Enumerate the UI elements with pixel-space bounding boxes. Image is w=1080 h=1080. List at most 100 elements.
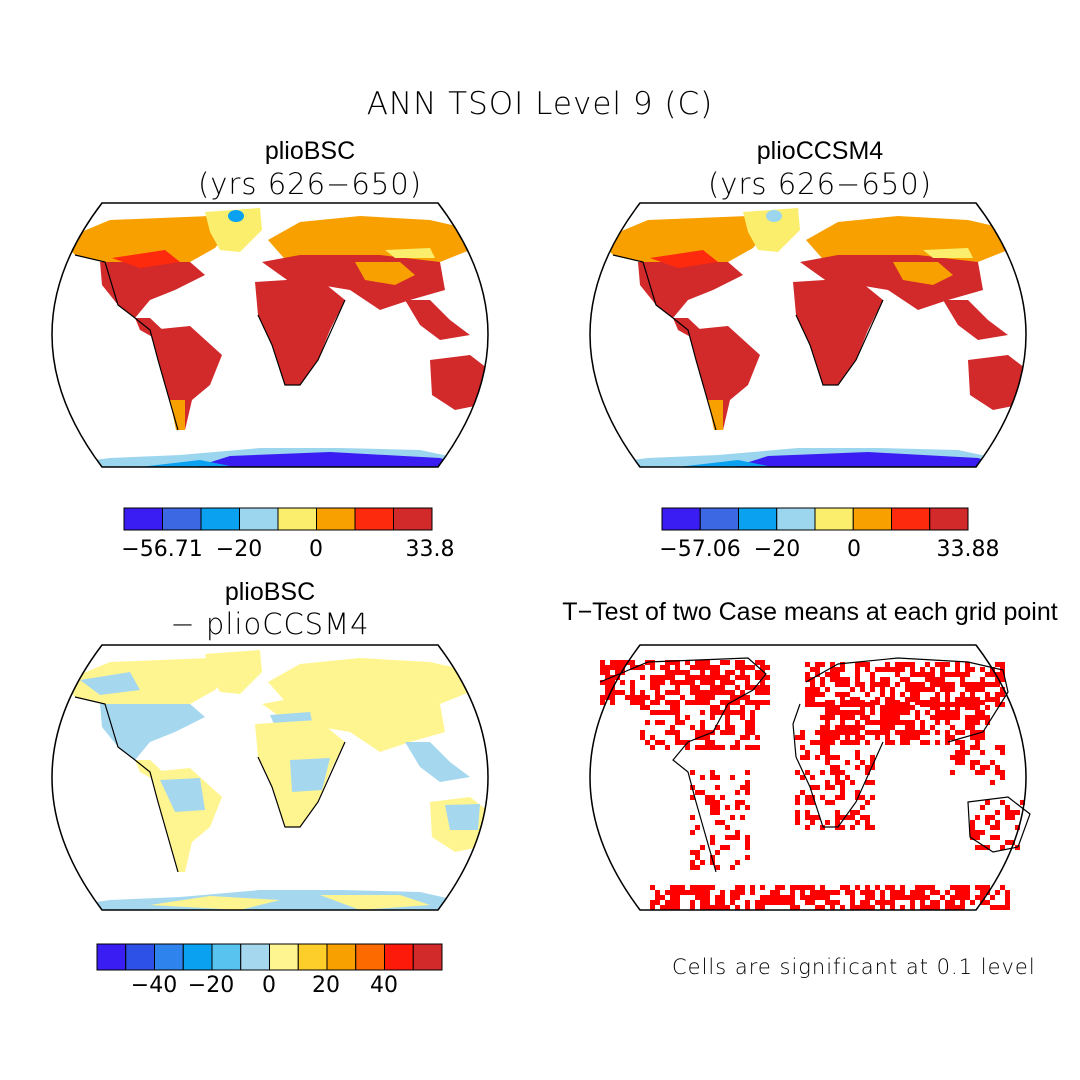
- significant-cell: [815, 672, 820, 677]
- significant-cell: [915, 697, 920, 702]
- significant-cell: [855, 810, 860, 815]
- significant-cell: [835, 705, 840, 710]
- significant-cell: [800, 790, 805, 795]
- significant-cell: [840, 785, 845, 790]
- significant-cell: [695, 735, 700, 740]
- significant-cell: [795, 800, 800, 805]
- significant-cell: [910, 725, 915, 730]
- significant-cell: [665, 730, 670, 735]
- significant-cell: [745, 675, 750, 680]
- significant-cell: [660, 710, 665, 715]
- significant-cell: [875, 700, 880, 705]
- significant-cell: [745, 685, 750, 690]
- significant-cell: [885, 662, 890, 667]
- significant-cell: [745, 695, 750, 700]
- significant-cell: [985, 705, 990, 710]
- significant-cell: [995, 890, 1000, 895]
- significant-cell: [755, 745, 760, 750]
- significant-cell: [800, 730, 805, 735]
- significant-cell: [815, 692, 820, 697]
- significant-cell: [700, 695, 705, 700]
- significant-cell: [930, 677, 935, 682]
- significant-cell: [845, 815, 850, 820]
- significant-cell: [935, 905, 940, 910]
- significant-cell: [1000, 770, 1005, 775]
- significant-cell: [980, 677, 985, 682]
- significant-cell: [605, 690, 610, 695]
- significant-cell: [1005, 815, 1010, 820]
- significant-cell: [1000, 750, 1005, 755]
- significant-cell: [865, 715, 870, 720]
- significant-cell: [665, 675, 670, 680]
- significant-cell: [735, 895, 740, 900]
- significant-cell: [910, 705, 915, 710]
- significant-cell: [700, 720, 705, 725]
- significant-cell: [870, 710, 875, 715]
- significant-cell: [805, 815, 810, 820]
- significant-cell: [890, 890, 895, 895]
- significant-cell: [820, 725, 825, 730]
- significant-cell: [935, 702, 940, 707]
- significant-cell: [805, 900, 810, 905]
- significant-cell: [920, 895, 925, 900]
- significant-cell: [820, 745, 825, 750]
- significant-cell: [945, 735, 950, 740]
- significant-cell: [695, 675, 700, 680]
- significant-cell: [920, 687, 925, 692]
- significant-cell: [830, 672, 835, 677]
- significant-cell: [695, 855, 700, 860]
- significant-cell: [990, 760, 995, 765]
- significant-cell: [655, 740, 660, 745]
- significant-cell: [810, 692, 815, 697]
- significant-cell: [855, 720, 860, 725]
- significant-cell: [670, 905, 675, 910]
- significant-cell: [945, 692, 950, 697]
- significant-cell: [840, 790, 845, 795]
- significant-cell: [710, 885, 715, 890]
- significant-cell: [975, 682, 980, 687]
- significant-cell: [830, 900, 835, 905]
- significant-cell: [840, 662, 845, 667]
- significant-cell: [880, 710, 885, 715]
- significant-cell: [710, 775, 715, 780]
- panel3-subtitle: − plioCCSM4: [170, 607, 370, 641]
- significant-cell: [885, 730, 890, 735]
- significant-cell: [630, 680, 635, 685]
- significant-cell: [880, 677, 885, 682]
- africa: [255, 278, 345, 385]
- significant-cell: [650, 700, 655, 705]
- significant-cell: [750, 725, 755, 730]
- significant-cell: [840, 795, 845, 800]
- significant-cell: [975, 815, 980, 820]
- significant-cell: [995, 697, 1000, 702]
- significant-cell: [750, 665, 755, 670]
- significant-cell: [855, 740, 860, 745]
- significant-cell: [900, 735, 905, 740]
- significant-cell: [710, 705, 715, 710]
- significant-cell: [695, 730, 700, 735]
- significant-cell: [840, 667, 845, 672]
- significant-cell: [725, 660, 730, 665]
- significant-cell: [635, 695, 640, 700]
- significant-cell: [670, 680, 675, 685]
- significant-cell: [830, 770, 835, 775]
- significant-cell: [1005, 840, 1010, 845]
- significant-cell: [865, 740, 870, 745]
- significant-cell: [970, 682, 975, 687]
- significant-cell: [665, 670, 670, 675]
- significant-cell: [795, 770, 800, 775]
- significant-cell: [745, 855, 750, 860]
- significant-cell: [835, 820, 840, 825]
- significant-cell: [990, 835, 995, 840]
- significant-cell: [820, 895, 825, 900]
- significant-cell: [615, 660, 620, 665]
- significant-cell: [650, 900, 655, 905]
- significant-cell: [690, 770, 695, 775]
- significant-cell: [825, 895, 830, 900]
- significant-cell: [960, 677, 965, 682]
- significant-cell: [995, 682, 1000, 687]
- significant-cell: [860, 705, 865, 710]
- significant-cell: [720, 820, 725, 825]
- significant-cell: [690, 865, 695, 870]
